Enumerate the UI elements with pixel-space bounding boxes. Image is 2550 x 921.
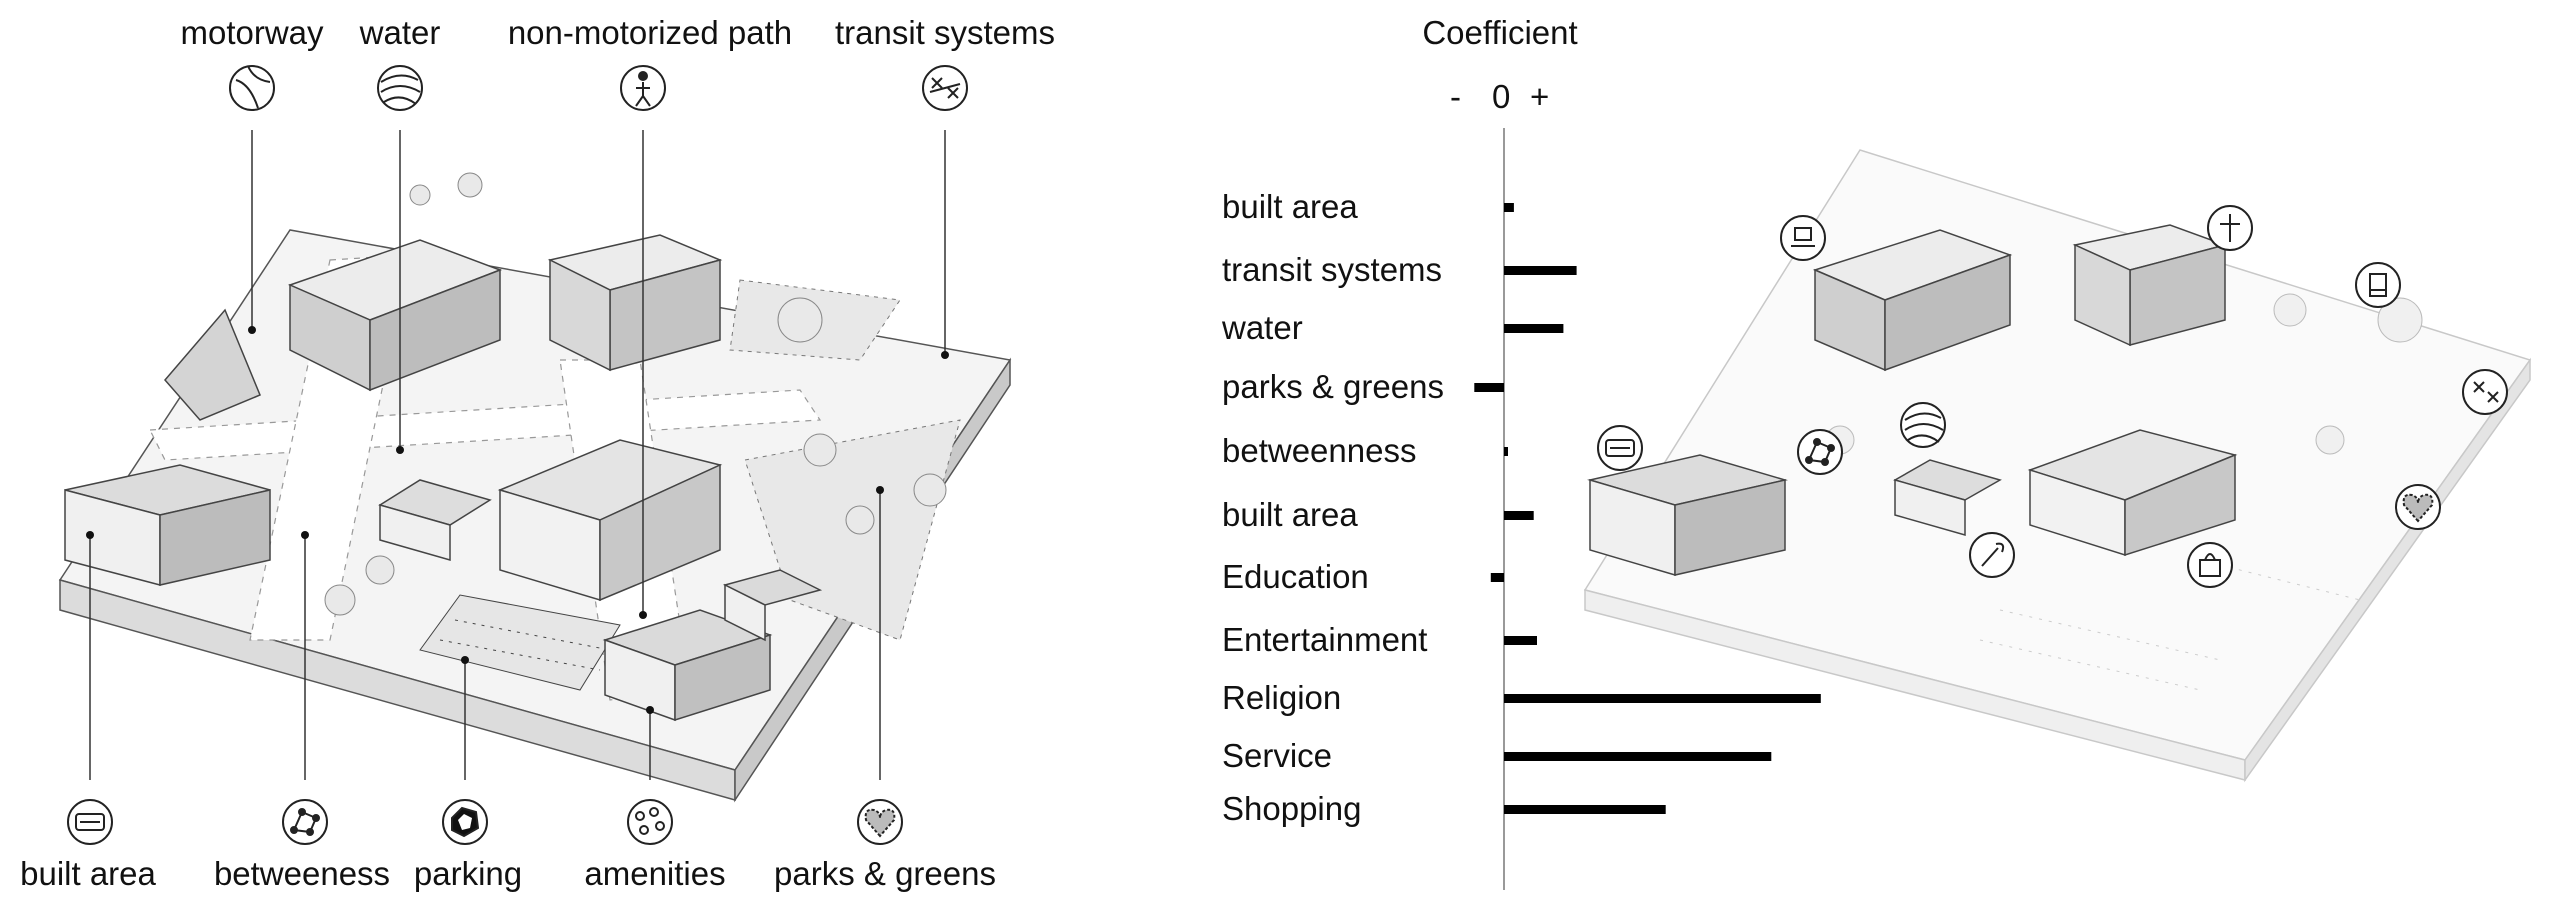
category-label-0: built area <box>1222 188 1358 225</box>
sofa-icon <box>1597 425 1643 471</box>
category-label-2: water <box>1222 309 1303 346</box>
bar-5 <box>1504 511 1534 520</box>
label-non-motorized-path: non-motorized path <box>507 14 793 51</box>
label-built-area: built area <box>20 855 156 892</box>
category-label-1: transit systems <box>1222 251 1443 288</box>
water-icon <box>377 65 423 111</box>
water-icon <box>1900 402 1946 448</box>
cross-icon <box>2207 205 2253 251</box>
axis-plus-sign: + <box>1530 78 1550 115</box>
label-parking: parking <box>413 855 523 892</box>
parking-icon <box>442 799 488 845</box>
bar-10 <box>1504 805 1666 814</box>
label-parks-greens: parks & greens <box>774 855 996 892</box>
book-icon <box>2355 262 2401 308</box>
category-label-6: Education <box>1222 558 1369 595</box>
amenities-icon <box>627 799 673 845</box>
label-amenities: amenities <box>584 855 726 892</box>
built-area-icon <box>67 799 113 845</box>
axis-minus-sign: - <box>1450 78 1461 115</box>
heart-park-icon <box>2395 484 2441 530</box>
wrench-icon <box>1969 532 2015 578</box>
axis-zero-sign: 0 <box>1492 78 1511 115</box>
bar-6 <box>1490 573 1504 582</box>
network-icon <box>282 799 328 845</box>
bar-9 <box>1504 752 1772 761</box>
category-label-3: parks & greens <box>1222 368 1444 405</box>
chair-icon <box>1780 215 1826 261</box>
leader-lines <box>89 130 946 780</box>
chart-title: Coefficient <box>1422 14 1578 51</box>
label-betweeness: betweeness <box>213 855 391 892</box>
faded-trees <box>1825 293 2423 455</box>
category-label-7: Entertainment <box>1222 621 1428 658</box>
pedestrian-icon <box>620 65 666 111</box>
buildings <box>64 234 823 722</box>
parking-lot <box>419 594 621 691</box>
faded-parking-lines <box>1979 559 2361 691</box>
bar-8 <box>1504 694 1821 703</box>
motorway-icon <box>229 65 275 111</box>
category-label-5: built area <box>1222 496 1358 533</box>
category-label-10: Shopping <box>1222 790 1362 827</box>
bag-icon <box>2187 542 2233 588</box>
bar-4 <box>1504 447 1508 456</box>
bar-2 <box>1504 324 1564 333</box>
bar-1 <box>1504 266 1577 275</box>
category-label-8: Religion <box>1222 679 1342 716</box>
network-icon <box>1797 429 1843 475</box>
label-water: water <box>359 14 441 51</box>
category-label-9: Service <box>1222 737 1333 774</box>
category-label-4: betweenness <box>1222 432 1417 469</box>
leader-dots <box>86 326 949 714</box>
label-transit-systems: transit systems <box>834 14 1056 51</box>
bar-7 <box>1504 636 1537 645</box>
label-motorway: motorway <box>180 14 324 51</box>
highlighted-buildings <box>1587 224 2238 577</box>
bar-0 <box>1504 203 1514 212</box>
transit-icon <box>922 65 968 111</box>
trees <box>324 172 947 616</box>
bar-3 <box>1474 383 1504 392</box>
heart-park-icon <box>857 799 903 845</box>
transit-icon <box>2462 369 2508 415</box>
